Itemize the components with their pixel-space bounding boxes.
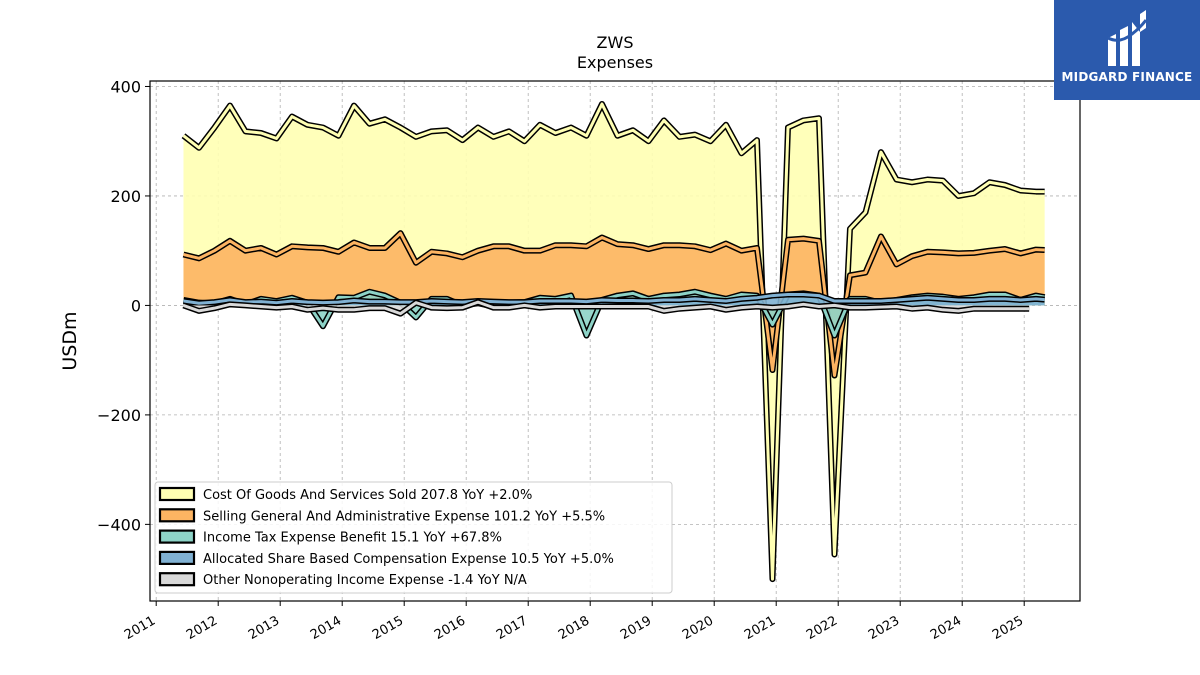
- brand-logo: MIDGARD FINANCE: [1054, 0, 1200, 100]
- legend-swatch: [158, 508, 196, 523]
- y-tick-label: −400: [97, 515, 141, 534]
- plot-frame: [149, 80, 1081, 602]
- x-tick-label: 2019: [618, 613, 654, 643]
- x-tick-label: 2016: [432, 613, 468, 643]
- y-tick-label: 400: [110, 77, 141, 96]
- y-tick-label: 0: [131, 296, 141, 315]
- series-3: [183, 291, 1045, 307]
- legend: Cost Of Goods And Services Sold 207.8 Yo…: [154, 481, 673, 594]
- series-area: [183, 103, 1045, 580]
- legend-entry: Allocated Share Based Compensation Expen…: [203, 552, 614, 567]
- x-tick-label: 2023: [866, 613, 902, 643]
- x-tick-label: 2012: [184, 613, 220, 643]
- legend-entry: Selling General And Administrative Expen…: [203, 509, 605, 524]
- y-tick-label: 200: [110, 187, 141, 206]
- series-4: [182, 299, 1030, 317]
- x-tick-label: 2024: [928, 613, 964, 643]
- legend-swatch: [158, 572, 196, 587]
- chart-subtitle: Expenses: [577, 53, 653, 72]
- y-tick-label: −200: [97, 406, 141, 425]
- chart-title: ZWS: [597, 33, 634, 52]
- x-tick-label: 2013: [246, 613, 282, 643]
- series-line: [183, 231, 1045, 377]
- series-line: [182, 102, 1045, 581]
- x-tick-label: 2018: [556, 613, 592, 643]
- series-line: [182, 300, 1030, 316]
- series-line: [183, 292, 1045, 305]
- logo-text: MIDGARD FINANCE: [1061, 70, 1193, 84]
- logo-mark-icon: [1107, 10, 1148, 66]
- legend-entry: Cost Of Goods And Services Sold 207.8 Yo…: [203, 488, 532, 503]
- series-layer: [181, 100, 1046, 583]
- legend-swatch: [158, 486, 196, 502]
- x-tick-label: 2015: [370, 613, 406, 643]
- legend-entry: Other Nonoperating Income Expense -1.4 Y…: [203, 573, 527, 588]
- y-axis-label: USDm: [59, 311, 81, 370]
- x-tick-label: 2025: [990, 613, 1026, 643]
- x-tick-label: 2020: [680, 613, 716, 643]
- x-tick-label: 2021: [742, 613, 778, 643]
- x-tick-label: 2022: [804, 613, 840, 643]
- series-0: [181, 100, 1045, 583]
- legend-box: [154, 481, 673, 594]
- legend-swatch: [158, 529, 196, 544]
- x-tick-label: 2017: [494, 613, 530, 643]
- x-tick-label: 2011: [122, 613, 158, 643]
- x-tick-label: 2014: [308, 613, 344, 643]
- legend-entry: Income Tax Expense Benefit 15.1 YoY +67.…: [203, 531, 502, 546]
- legend-swatch: [158, 550, 196, 566]
